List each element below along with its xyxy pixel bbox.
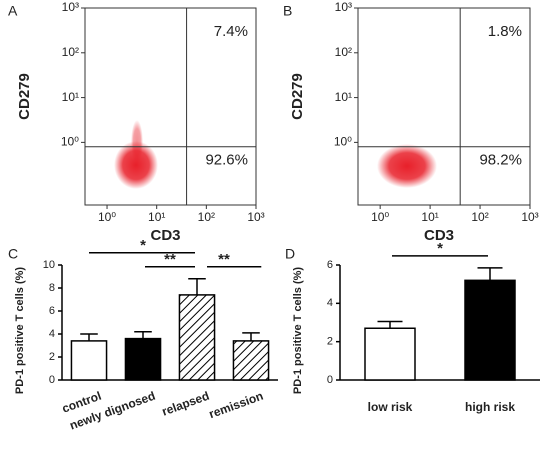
x-tick-label: high risk bbox=[465, 400, 515, 414]
x-tick-label: low risk bbox=[368, 400, 413, 414]
x-tick-label: relapsed bbox=[160, 389, 211, 419]
event-cloud bbox=[114, 120, 437, 189]
x-tick-label: 10³ bbox=[247, 210, 264, 224]
y-tick-label: 6 bbox=[327, 259, 333, 271]
x-tick-label: 10² bbox=[471, 210, 488, 224]
panel-letter: C bbox=[8, 246, 18, 262]
bar bbox=[178, 294, 216, 381]
y-tick-label: 10 bbox=[43, 259, 55, 271]
y-tick-label: 10² bbox=[335, 45, 352, 59]
x-axis-label: CD3 bbox=[424, 227, 454, 244]
bar bbox=[70, 340, 108, 381]
y-tick-label: 10¹ bbox=[335, 90, 352, 104]
significance-label: ** bbox=[218, 251, 230, 268]
x-tick-label: 10² bbox=[198, 210, 215, 224]
panel-letter: A bbox=[8, 3, 18, 19]
y-tick-label: 10⁰ bbox=[61, 135, 79, 149]
significance-label: * bbox=[140, 237, 146, 254]
y-tick-label: 8 bbox=[49, 282, 55, 294]
y-tick-label: 4 bbox=[49, 328, 55, 340]
y-axis-label: CD279 bbox=[16, 73, 33, 120]
y-axis-label: PD-1 positive T cells (%) bbox=[292, 267, 304, 394]
panel-letter: D bbox=[285, 246, 295, 262]
x-tick-label: 10⁰ bbox=[98, 210, 116, 224]
y-tick-label: 0 bbox=[327, 374, 333, 386]
y-tick-label: 10³ bbox=[62, 0, 79, 14]
y-tick-label: 2 bbox=[327, 336, 333, 348]
x-tick-label: 10¹ bbox=[421, 210, 438, 224]
quadrant-percent: 98.2% bbox=[479, 152, 522, 169]
quadrant-percent: 1.8% bbox=[488, 23, 522, 40]
y-tick-label: 2 bbox=[49, 351, 55, 363]
x-axis-label: CD3 bbox=[150, 227, 180, 244]
y-axis-label: PD-1 positive T cells (%) bbox=[14, 267, 26, 394]
x-tick-label: 10³ bbox=[521, 210, 538, 224]
x-tick-label: 10⁰ bbox=[371, 210, 389, 224]
quadrant-percent: 92.6% bbox=[205, 152, 248, 169]
significance-label: ** bbox=[164, 251, 176, 268]
x-tick-label: remission bbox=[207, 389, 265, 422]
significance-label: * bbox=[437, 240, 443, 257]
plot-frame bbox=[84, 7, 257, 206]
y-tick-label: 10² bbox=[62, 45, 79, 59]
bar bbox=[232, 340, 270, 381]
y-tick-label: 4 bbox=[327, 297, 333, 309]
panel-letter: B bbox=[283, 3, 292, 19]
y-tick-label: 10³ bbox=[335, 0, 352, 14]
y-axis-label: CD279 bbox=[289, 73, 306, 120]
bar bbox=[464, 279, 516, 381]
bar bbox=[124, 337, 162, 381]
bar bbox=[364, 327, 416, 381]
y-tick-label: 10¹ bbox=[62, 90, 79, 104]
plot-frame bbox=[357, 7, 531, 206]
quadrant-percent: 7.4% bbox=[214, 23, 248, 40]
y-tick-label: 6 bbox=[49, 305, 55, 317]
y-tick-label: 0 bbox=[49, 374, 55, 386]
x-tick-label: 10¹ bbox=[148, 210, 165, 224]
y-tick-label: 10⁰ bbox=[334, 135, 352, 149]
